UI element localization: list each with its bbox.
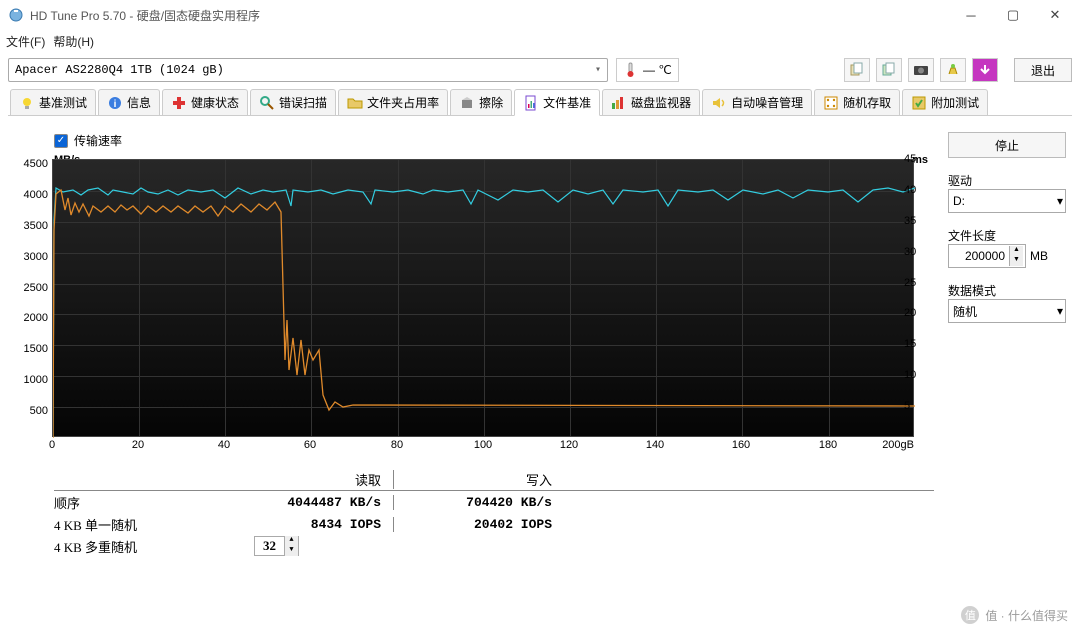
magnifier-icon [259,95,275,111]
screenshot-button[interactable] [908,58,934,82]
tab-bar: 基准测试 i信息 健康状态 错误扫描 文件夹占用率 擦除 文件基准 磁盘监视器 … [8,88,1072,116]
col-write: 写入 [394,470,564,489]
folder-icon [347,95,363,111]
filelen-unit: MB [1030,249,1048,263]
random-icon [823,95,839,111]
file-length-input[interactable]: 200000 ▲▼ [948,244,1026,268]
speaker-icon [711,95,727,111]
filebench-icon [523,95,539,111]
close-button[interactable]: ✕ [1034,1,1076,29]
bulb-icon [19,95,35,111]
thread-count-spinner[interactable]: 32 ▲▼ [254,536,299,556]
stop-button[interactable]: 停止 [948,132,1066,158]
chevron-down-icon: ▾ [1057,194,1063,208]
maximize-button[interactable]: ▢ [992,1,1034,29]
tab-filebench[interactable]: 文件基准 [514,89,600,116]
content-area: ✓ 传输速率 MB/s ms 450040003500 300025002000… [0,116,1080,124]
thermometer-icon [623,62,639,78]
tab-diskmon[interactable]: 磁盘监视器 [602,89,700,115]
chevron-down-icon: ▾ [1057,304,1063,318]
chart-pane: ✓ 传输速率 MB/s ms 450040003500 300025002000… [14,126,934,557]
tab-info[interactable]: i信息 [98,89,160,115]
app-icon [8,7,24,23]
svg-text:i: i [114,99,117,110]
chart-plot-area [52,159,914,437]
watermark: 值 值 · 什么值得买 [961,606,1068,624]
tab-aam[interactable]: 自动噪音管理 [702,89,812,115]
save-button[interactable] [972,58,998,82]
spin-down-icon[interactable]: ▼ [1009,256,1023,266]
copy-text-button[interactable] [844,58,870,82]
device-name: Apacer AS2280Q4 1TB (1024 gB) [15,63,224,77]
title-bar: HD Tune Pro 5.70 - 硬盘/固态硬盘实用程序 ─ ▢ ✕ [0,0,1080,30]
diskmon-icon [611,95,627,111]
tab-extra[interactable]: 附加测试 [902,89,988,115]
row-4k-multi: 4 KB 多重随机 [54,537,224,556]
4k-single-write-value: 20402 IOPS [394,517,564,532]
minimize-button[interactable]: ─ [950,1,992,29]
chart-lines [53,160,915,438]
watermark-icon: 值 [961,606,979,624]
row-sequential: 顺序 [54,493,224,512]
transfer-rate-label: 传输速率 [74,132,122,149]
copy-info-button[interactable] [876,58,902,82]
drive-label: 驱动 [948,172,1066,189]
drive-select[interactable]: D:▾ [948,189,1066,213]
filelen-label: 文件长度 [948,227,1066,244]
row-4k-single: 4 KB 单一随机 [54,515,224,534]
chevron-down-icon: ▾ [595,64,601,76]
erase-icon [459,95,475,111]
side-panel: 停止 驱动 D:▾ 文件长度 200000 ▲▼ MB 数据模式 随机▾ [948,132,1066,323]
pattern-select[interactable]: 随机▾ [948,299,1066,323]
series-orange [53,190,915,438]
exit-button[interactable]: 退出 [1014,58,1072,82]
tab-erase[interactable]: 擦除 [450,89,512,115]
temperature-value: — ℃ [643,63,672,77]
info-icon: i [107,95,123,111]
menu-bar: 文件(F) 帮助(H) [0,30,1080,52]
tab-folder[interactable]: 文件夹占用率 [338,89,448,115]
spin-up-icon[interactable]: ▲ [284,536,298,546]
pattern-label: 数据模式 [948,282,1066,299]
col-read: 读取 [224,470,394,489]
series-blue [53,188,915,438]
window-title: HD Tune Pro 5.70 - 硬盘/固态硬盘实用程序 [30,7,950,24]
transfer-rate-checkbox[interactable]: ✓ [54,134,68,148]
tab-benchmark[interactable]: 基准测试 [10,89,96,115]
x-axis-ticks: 02040 6080100 120140160 180200gB [52,439,914,455]
device-select[interactable]: Apacer AS2280Q4 1TB (1024 gB) ▾ [8,58,608,82]
seq-read-value: 4044487 KB/s [224,495,394,510]
seq-write-value: 704420 KB/s [394,495,564,510]
temperature-box: — ℃ [616,58,679,82]
tab-random[interactable]: 随机存取 [814,89,900,115]
extra-icon [911,95,927,111]
cross-icon [171,95,187,111]
tab-health[interactable]: 健康状态 [162,89,248,115]
menu-help[interactable]: 帮助(H) [53,33,94,50]
menu-file[interactable]: 文件(F) [6,33,45,50]
tool-buttons [844,58,998,82]
options-button[interactable] [940,58,966,82]
tab-errscan[interactable]: 错误扫描 [250,89,336,115]
spin-down-icon[interactable]: ▼ [284,546,298,556]
4k-single-read-value: 8434 IOPS [224,517,394,532]
toolbar: Apacer AS2280Q4 1TB (1024 gB) ▾ — ℃ 退出 [0,52,1080,88]
results-table: 读取 写入 顺序 4044487 KB/s 704420 KB/s 4 KB 单… [54,469,934,557]
spin-up-icon[interactable]: ▲ [1009,246,1023,256]
